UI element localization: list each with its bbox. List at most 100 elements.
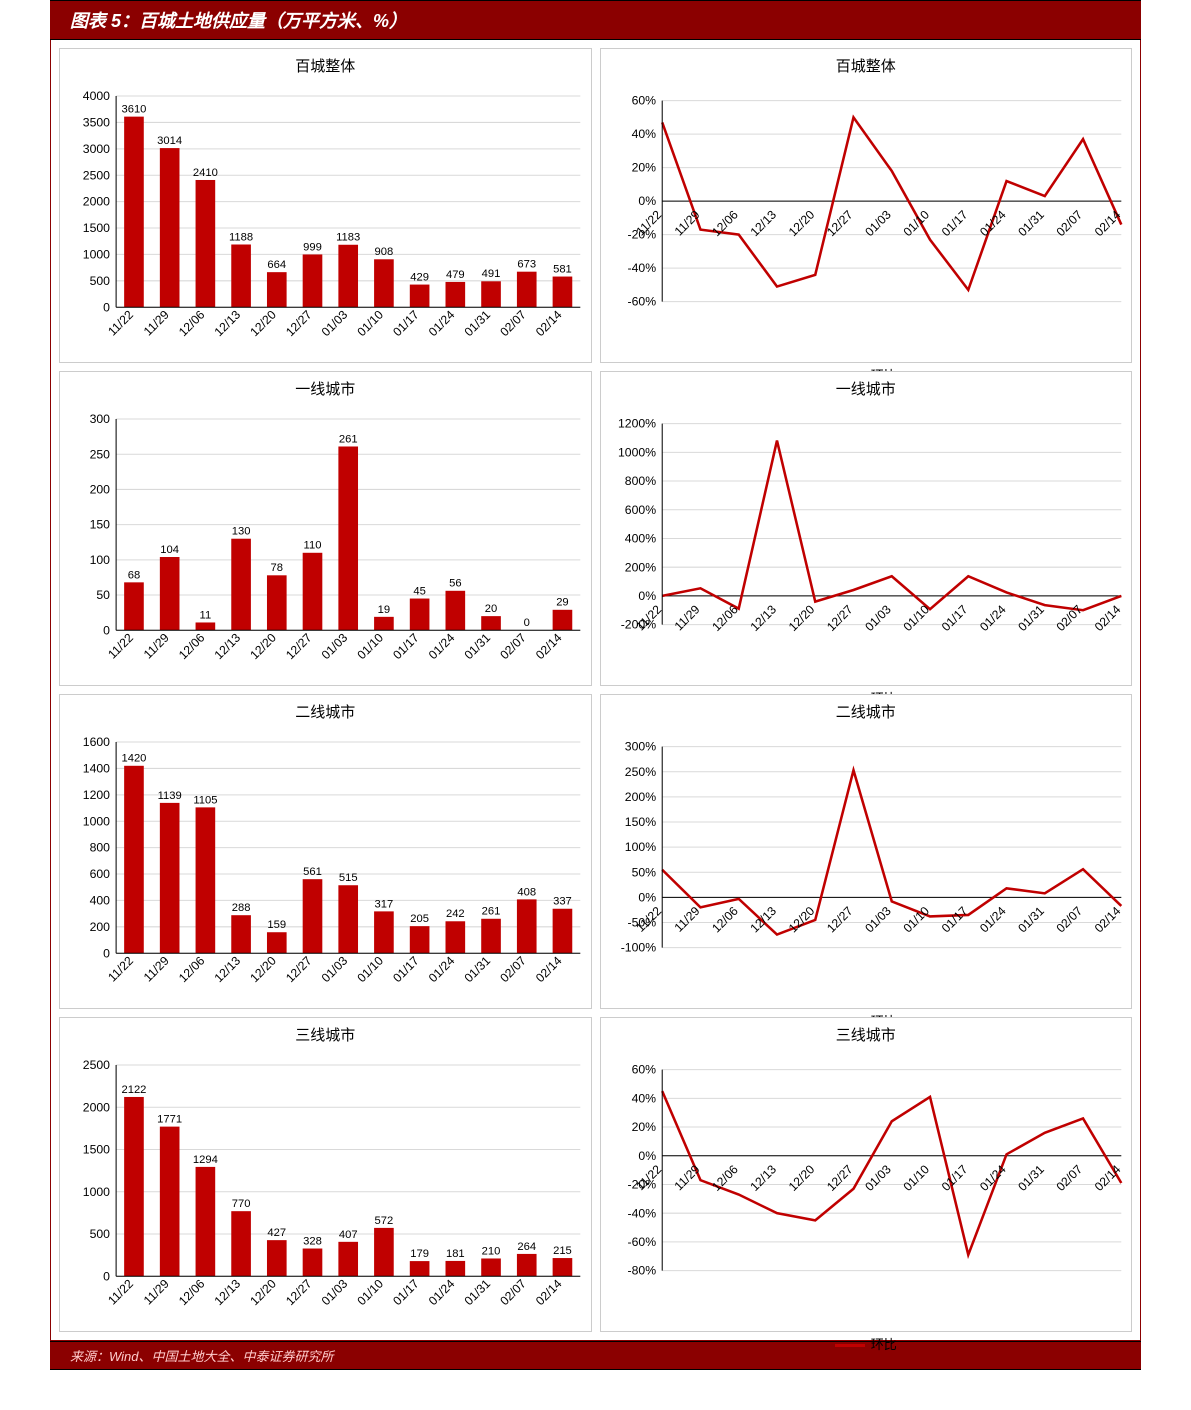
svg-text:400: 400 [90,894,111,908]
svg-text:11/29: 11/29 [671,904,702,935]
svg-text:01/10: 01/10 [354,307,386,339]
svg-text:12/27: 12/27 [283,630,315,662]
svg-text:12/20: 12/20 [247,1276,279,1308]
svg-text:664: 664 [267,259,286,271]
svg-text:1188: 1188 [229,231,253,243]
svg-text:100%: 100% [624,840,655,854]
svg-text:12/06: 12/06 [176,630,208,662]
svg-text:20: 20 [485,603,497,615]
svg-text:02/07: 02/07 [497,307,529,339]
svg-text:1400: 1400 [83,762,110,776]
svg-text:2000: 2000 [83,195,110,209]
svg-text:01/03: 01/03 [319,1276,351,1308]
svg-text:0%: 0% [638,1149,656,1163]
line-chart-panel: 一线城市-200%0%200%400%600%800%1000%1200%11/… [600,371,1133,686]
svg-text:01/10: 01/10 [354,1276,386,1308]
svg-text:01/24: 01/24 [977,904,1009,936]
line-chart-panel: 百城整体-60%-40%-20%0%20%40%60%11/2211/2912/… [600,48,1133,363]
svg-text:400%: 400% [624,532,655,546]
svg-text:-40%: -40% [627,1206,656,1220]
svg-text:02/14: 02/14 [1091,602,1123,634]
svg-text:337: 337 [553,896,572,908]
svg-text:328: 328 [303,1235,322,1247]
svg-text:1000%: 1000% [617,445,655,459]
svg-text:12/27: 12/27 [824,1162,856,1194]
svg-text:01/10: 01/10 [900,1162,932,1194]
svg-text:02/07: 02/07 [497,1276,529,1308]
svg-text:908: 908 [375,246,394,258]
svg-text:02/14: 02/14 [533,953,565,985]
svg-text:2500: 2500 [83,1058,110,1072]
panel-title: 三线城市 [60,1018,591,1045]
svg-text:1200%: 1200% [617,417,655,431]
svg-text:40%: 40% [631,1091,656,1105]
svg-text:215: 215 [553,1245,572,1257]
svg-text:770: 770 [232,1198,251,1210]
svg-text:2500: 2500 [83,168,110,182]
svg-text:261: 261 [482,906,501,918]
svg-text:45: 45 [413,585,425,597]
svg-text:1500: 1500 [83,1143,110,1157]
svg-text:1183: 1183 [336,232,360,244]
svg-text:01/17: 01/17 [390,1276,422,1308]
svg-text:0%: 0% [638,589,656,603]
svg-text:11/29: 11/29 [141,1276,172,1307]
svg-text:12/06: 12/06 [176,953,208,985]
svg-text:11/29: 11/29 [141,953,172,984]
svg-text:12/20: 12/20 [247,953,279,985]
svg-text:01/24: 01/24 [426,307,458,339]
svg-text:1600: 1600 [83,735,110,749]
svg-text:19: 19 [378,604,390,616]
svg-text:261: 261 [339,433,358,445]
svg-text:200%: 200% [624,790,655,804]
svg-text:12/27: 12/27 [824,602,856,634]
svg-text:40%: 40% [631,127,656,141]
svg-text:01/17: 01/17 [390,307,422,339]
svg-text:50: 50 [96,588,110,602]
svg-text:408: 408 [517,886,536,898]
svg-text:29: 29 [556,597,568,609]
svg-text:0: 0 [103,623,110,637]
svg-text:12/06: 12/06 [709,904,741,936]
svg-text:500: 500 [90,1227,111,1241]
svg-text:407: 407 [339,1229,358,1241]
svg-text:02/07: 02/07 [497,953,529,985]
svg-text:572: 572 [375,1215,394,1227]
svg-text:-80%: -80% [627,1264,656,1278]
svg-text:3000: 3000 [83,142,110,156]
svg-text:12/20: 12/20 [785,602,817,634]
svg-text:300: 300 [90,412,111,426]
svg-text:12/27: 12/27 [283,1276,315,1308]
svg-text:479: 479 [446,269,465,281]
svg-text:11/29: 11/29 [141,307,172,338]
svg-text:288: 288 [232,902,251,914]
svg-text:02/14: 02/14 [533,307,565,339]
svg-text:1000: 1000 [83,248,110,262]
svg-text:3014: 3014 [157,135,182,147]
svg-text:2410: 2410 [193,167,218,179]
svg-text:01/24: 01/24 [426,630,458,662]
svg-text:-60%: -60% [627,295,656,309]
svg-text:02/07: 02/07 [1053,1162,1085,1194]
chart-row: 一线城市050100150200250300681041113078110261… [59,371,1132,686]
svg-text:02/07: 02/07 [1053,904,1085,936]
svg-text:60%: 60% [631,1063,656,1077]
svg-text:01/03: 01/03 [319,307,351,339]
svg-text:999: 999 [303,241,322,253]
svg-text:11/29: 11/29 [671,602,702,633]
svg-text:02/07: 02/07 [497,630,529,662]
svg-text:12/13: 12/13 [212,307,244,339]
bar-chart-panel: 百城整体050010001500200025003000350040003610… [59,48,592,363]
svg-text:01/24: 01/24 [426,953,458,985]
svg-text:01/31: 01/31 [462,953,494,985]
svg-text:150%: 150% [624,815,655,829]
svg-text:0%: 0% [638,890,656,904]
svg-text:12/20: 12/20 [247,630,279,662]
svg-text:12/13: 12/13 [747,1162,779,1194]
svg-text:12/06: 12/06 [176,307,208,339]
svg-text:01/31: 01/31 [462,630,494,662]
svg-text:110: 110 [304,540,322,552]
svg-text:01/17: 01/17 [938,1162,970,1194]
chart-row: 三线城市050010001500200025002122177112947704… [59,1017,1132,1332]
svg-text:01/10: 01/10 [900,904,932,936]
